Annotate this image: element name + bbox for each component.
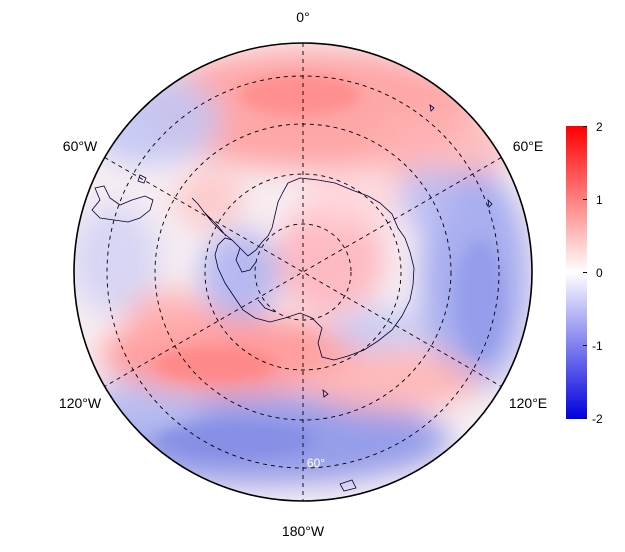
colorbar-tick-label: -1: [592, 339, 603, 353]
antarctica-coastline: [214, 177, 415, 361]
anomaly-field: [74, 43, 532, 501]
lon-label-120w: 120°W: [59, 395, 102, 411]
lon-label-0: 0°: [296, 9, 309, 25]
coastlines: [91, 104, 493, 492]
map-boundary: [73, 42, 533, 502]
latitude-circle: [204, 173, 402, 371]
colorbar-tick-label: -2: [592, 412, 603, 426]
colorbar-tick-label: 2: [596, 120, 603, 134]
lon-label-180w: 180°W: [282, 523, 325, 539]
latitude-circle: [254, 223, 352, 321]
south-america-coastline: [91, 185, 154, 223]
lon-label-120e: 120°E: [509, 395, 547, 411]
colorbar-tick-label: 0: [596, 266, 603, 280]
colorbar: 2 1 0 -1 -2: [566, 120, 603, 426]
lon-label-60e: 60°E: [513, 138, 544, 154]
lon-label-60w: 60°W: [63, 138, 98, 154]
colorbar-gradient: [566, 126, 587, 419]
colorbar-tick-label: 1: [596, 193, 603, 207]
lat-label-60: 60°: [307, 456, 325, 470]
peninsula-coastline: [191, 197, 233, 241]
graticule: [104, 43, 502, 501]
